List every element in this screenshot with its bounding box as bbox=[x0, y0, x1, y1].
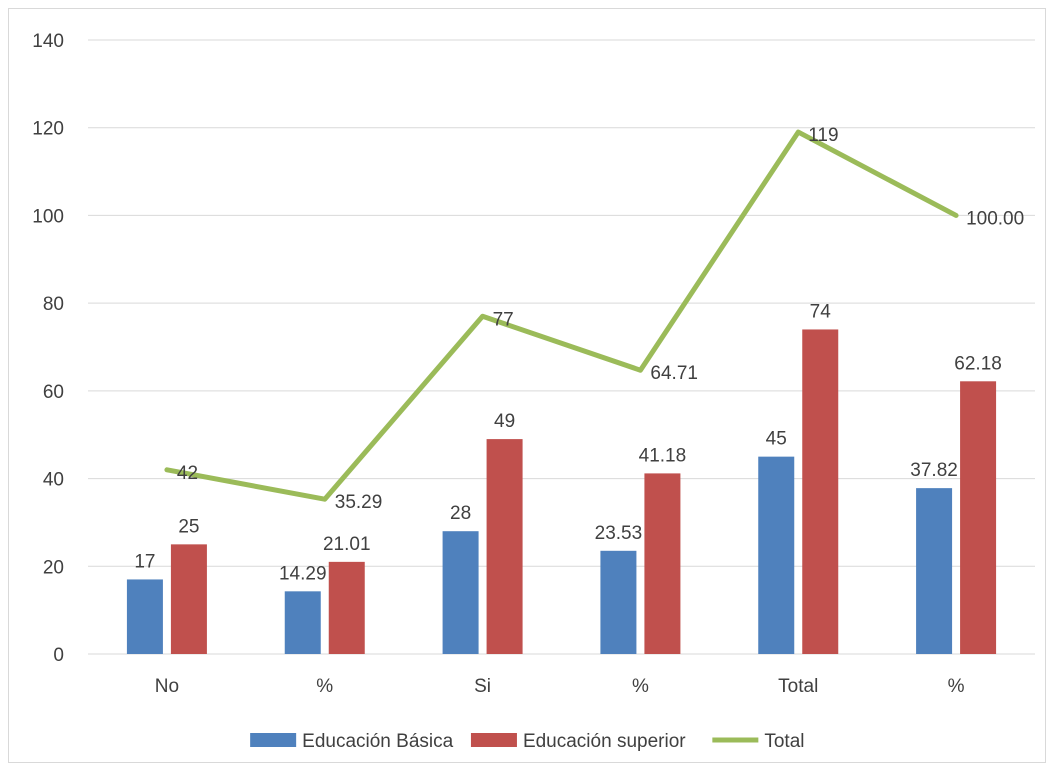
line-data-label: 35.29 bbox=[335, 492, 383, 513]
y-tick-label: 140 bbox=[32, 31, 64, 52]
legend-label: Educación Básica bbox=[302, 731, 453, 752]
bar bbox=[802, 329, 839, 654]
total-line bbox=[164, 129, 959, 502]
total-series-line bbox=[164, 129, 959, 502]
bar bbox=[486, 439, 523, 654]
legend-swatch bbox=[250, 733, 297, 747]
x-tick-label: % bbox=[948, 676, 965, 697]
x-tick-label: Total bbox=[778, 676, 818, 697]
bar bbox=[916, 488, 953, 654]
bar bbox=[960, 381, 997, 654]
bar bbox=[170, 544, 207, 654]
bar-data-label: 17 bbox=[134, 551, 155, 572]
legend-label: Total bbox=[764, 731, 804, 752]
x-tick-label: No bbox=[155, 676, 179, 697]
bar-data-label: 23.53 bbox=[595, 523, 643, 544]
y-tick-label: 120 bbox=[32, 119, 64, 140]
bar bbox=[284, 591, 321, 654]
bar-data-label: 62.18 bbox=[954, 353, 1002, 374]
line-data-label: 119 bbox=[808, 125, 838, 146]
legend-label: Educación superior bbox=[523, 731, 686, 752]
bar-data-label: 21.01 bbox=[323, 534, 371, 555]
data-labels: 17 14.29 28 23.53 45 37.82 25 21.01 49 41.18 74 62.… bbox=[134, 125, 1024, 584]
bar bbox=[758, 456, 795, 654]
gridlines bbox=[88, 39, 1035, 655]
bar bbox=[600, 550, 637, 654]
x-tick-label: % bbox=[316, 676, 333, 697]
legend-swatch bbox=[470, 733, 517, 747]
line-data-label: 77 bbox=[493, 309, 514, 330]
bar bbox=[442, 531, 479, 654]
bar-data-label: 41.18 bbox=[639, 445, 687, 466]
y-tick-label: 0 bbox=[53, 645, 64, 666]
y-tick-label: 20 bbox=[43, 557, 64, 578]
y-tick-label: 60 bbox=[43, 382, 64, 403]
x-tick-label: Si bbox=[474, 676, 491, 697]
y-tick-label: 40 bbox=[43, 470, 64, 491]
line-data-label: 64.71 bbox=[650, 363, 698, 384]
bar-data-label: 37.82 bbox=[910, 460, 958, 481]
bar-data-label: 45 bbox=[766, 429, 787, 450]
bar bbox=[126, 579, 163, 654]
bar-data-label: 28 bbox=[450, 503, 471, 524]
bar-data-label: 49 bbox=[494, 411, 515, 432]
bar-data-label: 14.29 bbox=[279, 563, 327, 584]
y-tick-label: 100 bbox=[32, 206, 64, 227]
legend: Educación Básica Educación superior Total bbox=[250, 731, 804, 752]
y-axis: 0 20 40 60 80 100 120 140 bbox=[32, 31, 64, 666]
x-axis: No% Si% Total% bbox=[155, 676, 965, 697]
bar-data-label: 74 bbox=[810, 301, 832, 322]
bar bbox=[644, 473, 681, 654]
line-data-label: 100.00 bbox=[966, 208, 1024, 229]
bars bbox=[126, 329, 997, 654]
x-tick-label: % bbox=[632, 676, 649, 697]
bar bbox=[328, 561, 365, 654]
y-tick-label: 80 bbox=[43, 294, 64, 315]
line-data-label: 42 bbox=[177, 463, 198, 484]
bar-data-label: 25 bbox=[178, 516, 199, 537]
